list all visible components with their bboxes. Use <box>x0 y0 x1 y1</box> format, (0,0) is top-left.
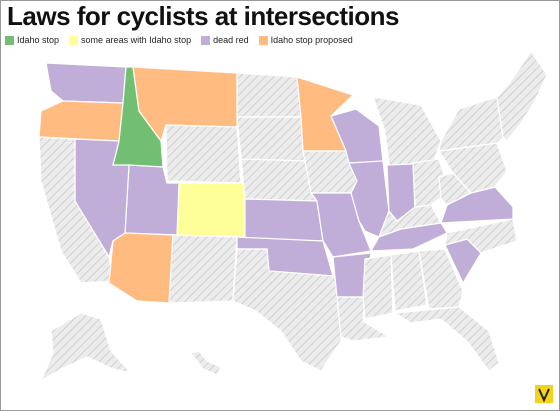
legend-item: Idaho stop proposed <box>258 35 353 45</box>
state <box>244 198 324 242</box>
legend-item: Idaho stop <box>5 35 59 45</box>
legend-label: some areas with Idaho stop <box>81 35 192 45</box>
legend-swatch <box>5 35 14 45</box>
legend-label: dead red <box>213 35 249 45</box>
state <box>496 49 548 142</box>
state <box>45 62 127 104</box>
state <box>390 250 428 312</box>
state <box>168 234 238 304</box>
state <box>412 158 450 208</box>
legend-item: some areas with Idaho stop <box>69 35 191 45</box>
legend-label: Idaho stop proposed <box>270 35 353 45</box>
logo-mark <box>538 388 550 403</box>
state <box>165 124 242 184</box>
title: Laws for cyclists at intersections <box>7 1 399 31</box>
state <box>39 312 133 383</box>
states <box>38 49 548 383</box>
state <box>372 96 442 166</box>
state <box>438 172 472 206</box>
state <box>362 254 394 320</box>
legend-swatch <box>69 35 79 45</box>
state <box>438 96 504 152</box>
state <box>38 100 124 142</box>
state <box>236 116 306 162</box>
legend-swatch <box>258 35 268 45</box>
state <box>348 160 390 238</box>
legend-label: Idaho stop <box>17 35 60 45</box>
state <box>176 182 246 238</box>
legend: Idaho stop some areas with Idaho stop dead… <box>5 35 353 45</box>
state <box>232 248 350 372</box>
state <box>236 72 302 118</box>
state <box>393 306 500 372</box>
state <box>189 350 222 376</box>
legend-swatch <box>201 35 211 45</box>
state <box>108 232 174 304</box>
legend-item: dead red <box>201 35 249 45</box>
state <box>418 248 464 310</box>
logo <box>535 385 553 403</box>
